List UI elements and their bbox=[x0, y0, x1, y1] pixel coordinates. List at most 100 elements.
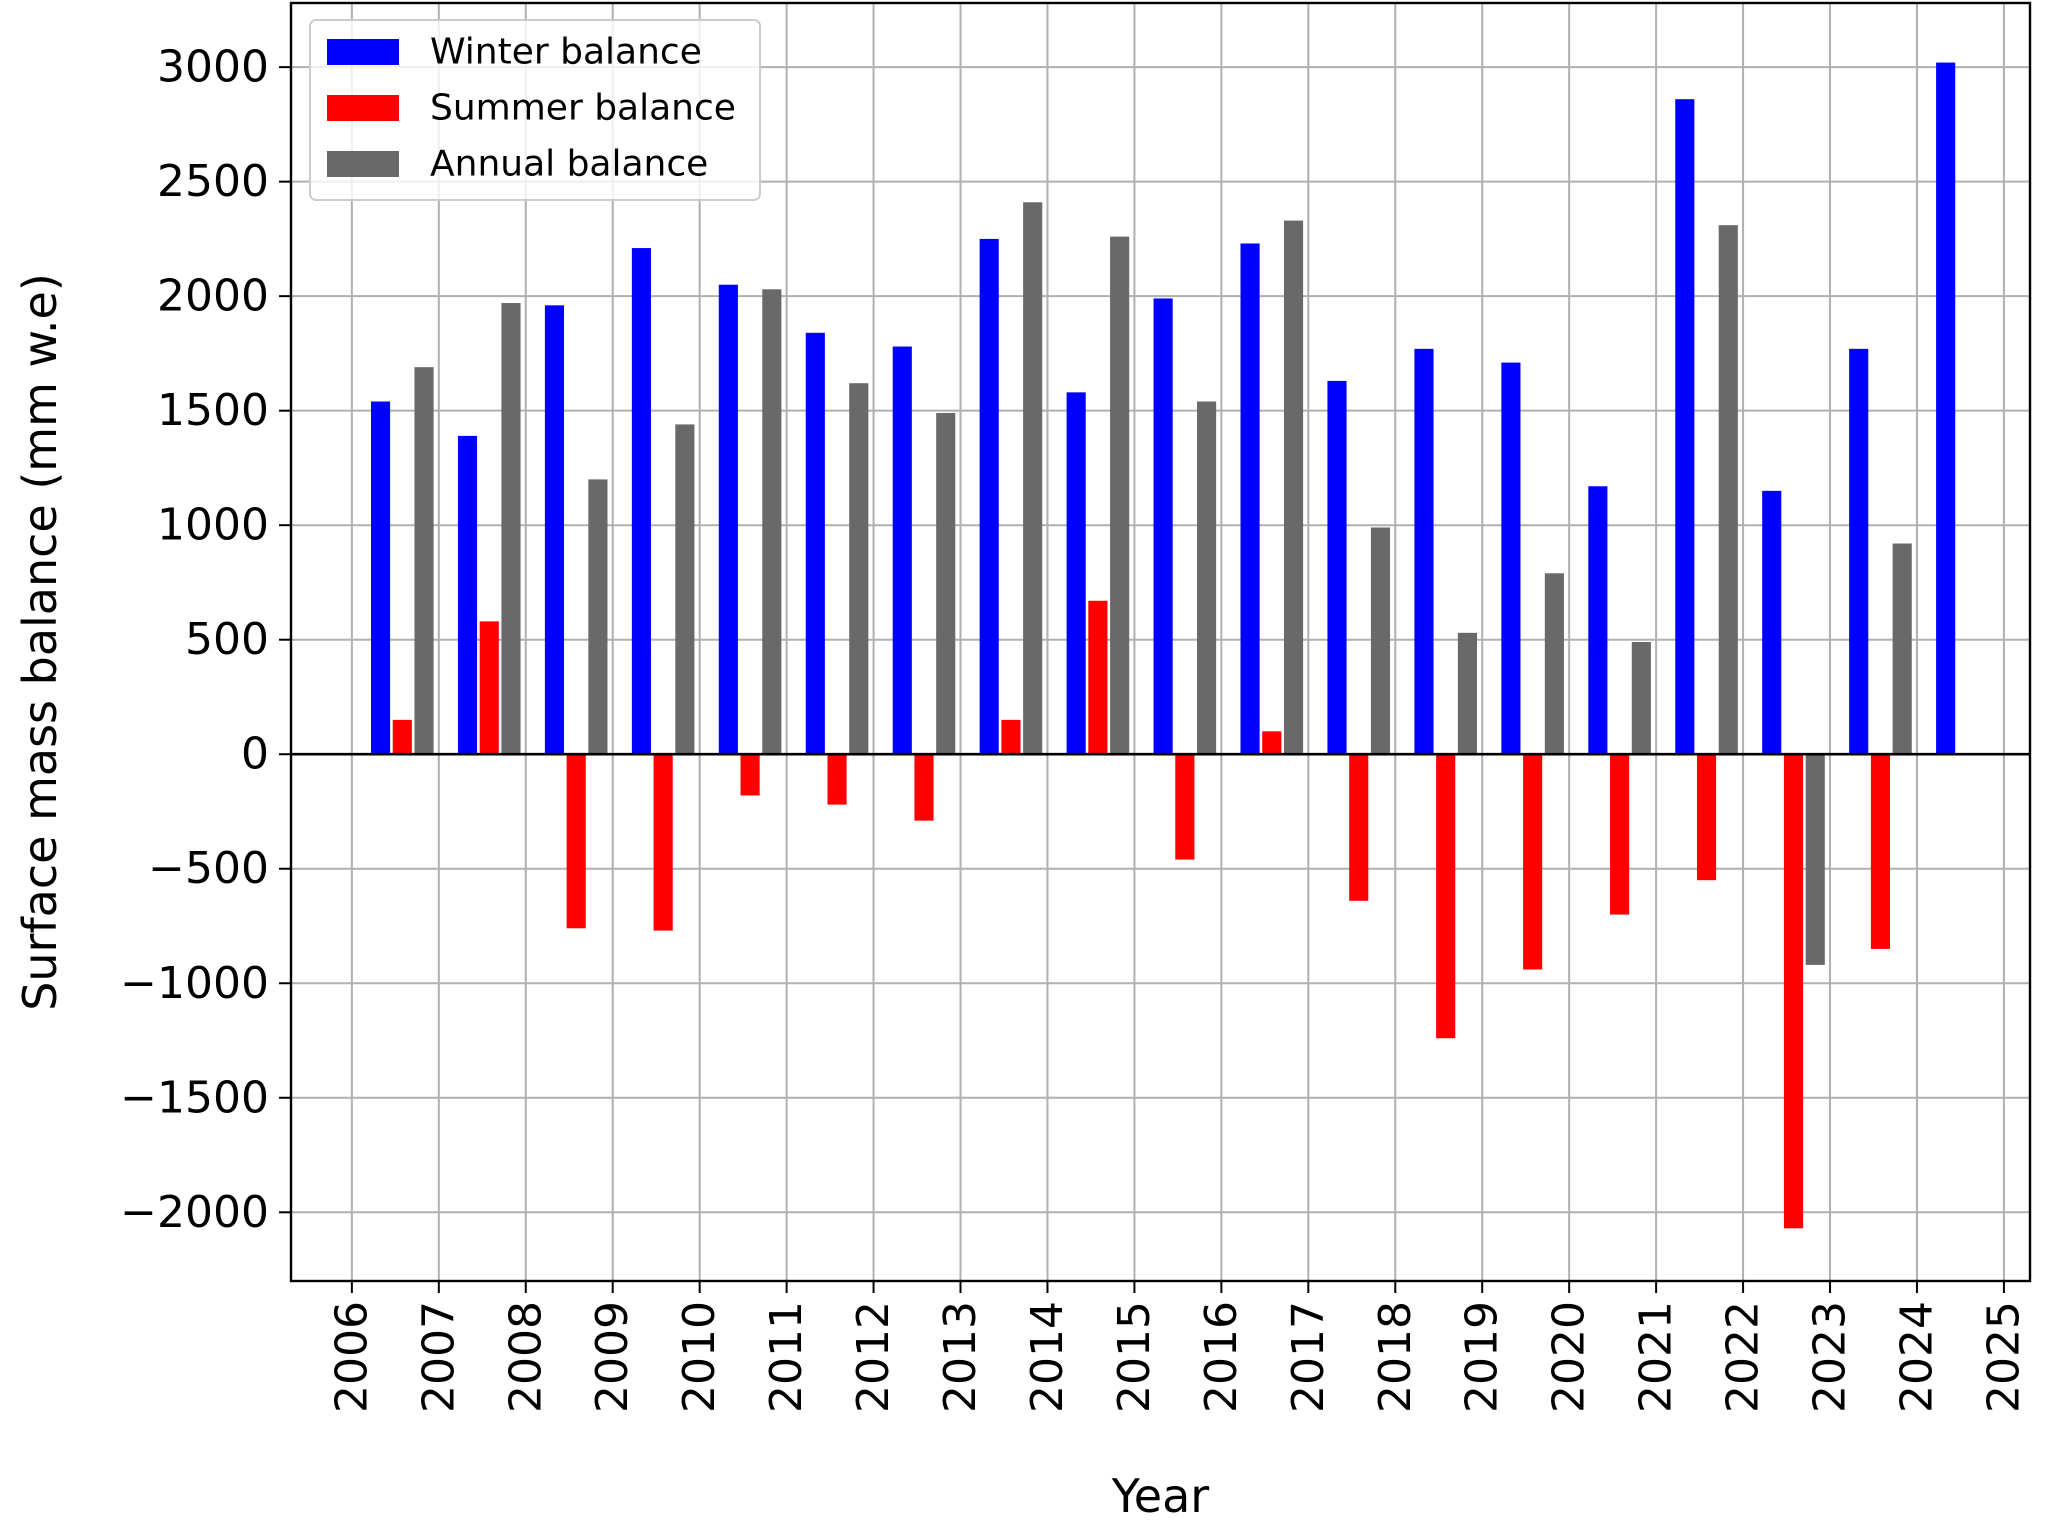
x-tick-label: 2007 bbox=[413, 1301, 464, 1413]
bar-summer bbox=[1349, 754, 1369, 901]
bar-winter bbox=[1066, 392, 1086, 755]
bar-summer bbox=[1001, 719, 1021, 755]
x-tick-label: 2017 bbox=[1283, 1301, 1334, 1413]
legend-label-winter: Winter balance bbox=[430, 32, 702, 73]
bar-winter bbox=[370, 401, 391, 755]
legend-box bbox=[309, 19, 761, 201]
bar-winter bbox=[1153, 298, 1173, 755]
bar-summer bbox=[1523, 754, 1543, 970]
bar-winter bbox=[1240, 243, 1260, 755]
y-tick-label: 3000 bbox=[157, 42, 269, 93]
y-tick-label: −1000 bbox=[120, 958, 269, 1009]
bar-winter bbox=[631, 248, 651, 755]
y-tick-label: −1500 bbox=[120, 1072, 269, 1123]
legend-swatch-winter bbox=[327, 39, 399, 65]
x-tick-label: 2024 bbox=[1891, 1301, 1942, 1413]
bar-annual bbox=[1110, 236, 1130, 755]
bar-winter bbox=[1936, 62, 1956, 755]
x-tick-label: 2023 bbox=[1805, 1301, 1856, 1413]
x-tick-label: 2025 bbox=[1978, 1301, 2029, 1413]
bar-winter bbox=[1588, 486, 1608, 755]
x-tick-label: 2008 bbox=[500, 1301, 551, 1413]
bar-summer bbox=[1696, 754, 1717, 881]
bar-winter bbox=[544, 305, 565, 755]
x-tick-label: 2014 bbox=[1022, 1301, 1073, 1413]
bar-annual bbox=[1718, 225, 1738, 755]
bar-summer bbox=[653, 754, 673, 931]
x-tick-label: 2019 bbox=[1457, 1301, 1508, 1413]
bar-winter bbox=[979, 238, 999, 755]
bar-summer bbox=[1175, 754, 1195, 860]
bar-winter bbox=[1762, 490, 1782, 755]
bar-winter bbox=[1675, 99, 1695, 755]
bar-winter bbox=[1327, 380, 1347, 755]
bar-annual bbox=[849, 383, 869, 755]
bar-annual bbox=[675, 424, 695, 755]
y-axis-title: Surface mass balance (mm w.e) bbox=[13, 273, 67, 1011]
bar-summer bbox=[1262, 731, 1282, 755]
bar-annual bbox=[1023, 202, 1043, 755]
bar-annual bbox=[1457, 632, 1477, 755]
bar-winter bbox=[805, 332, 825, 755]
y-tick-label: 2500 bbox=[157, 156, 269, 207]
y-tick-label: 1000 bbox=[157, 500, 269, 551]
x-tick-label: 2010 bbox=[674, 1301, 725, 1413]
bar-annual bbox=[1631, 642, 1651, 755]
bar-summer bbox=[1870, 754, 1891, 949]
bar-winter bbox=[892, 346, 912, 755]
bar-summer bbox=[740, 754, 760, 796]
bar-winter bbox=[1501, 362, 1521, 755]
plot-frame bbox=[289, 1, 2032, 1283]
y-tick-label: −2000 bbox=[120, 1187, 269, 1238]
x-tick-label: 2011 bbox=[761, 1301, 812, 1413]
x-tick-label: 2022 bbox=[1718, 1301, 1769, 1413]
x-tick-label: 2006 bbox=[326, 1301, 377, 1413]
bar-annual bbox=[1370, 527, 1391, 755]
bar-summer bbox=[1088, 600, 1108, 755]
bar-annual bbox=[414, 367, 434, 755]
ticks-layer: 2006 2007 2008 2009 2010 2011 2012 2013 2014 2015… bbox=[120, 42, 2029, 1413]
x-tick-label: 2015 bbox=[1109, 1301, 1160, 1413]
x-tick-label: 2018 bbox=[1370, 1301, 1421, 1413]
bar-summer bbox=[1783, 754, 1804, 1229]
bar-annual bbox=[1197, 401, 1217, 755]
y-tick-label: 0 bbox=[241, 729, 269, 780]
bar-annual bbox=[1805, 754, 1825, 965]
x-tick-label: 2016 bbox=[1196, 1301, 1247, 1413]
legend-label-summer: Summer balance bbox=[430, 88, 736, 129]
grid-layer bbox=[291, 3, 2030, 1281]
bar-summer bbox=[914, 754, 934, 821]
bar-summer bbox=[1610, 754, 1630, 915]
x-axis-title: Year bbox=[1111, 1469, 1209, 1519]
legend: Winter balance Summer balance Annual bal… bbox=[309, 19, 761, 201]
bar-annual bbox=[1283, 220, 1304, 755]
bar-annual bbox=[1544, 573, 1564, 755]
bar-summer bbox=[392, 719, 412, 755]
bar-winter bbox=[718, 284, 738, 755]
legend-swatch-annual bbox=[327, 151, 399, 177]
bar-annual bbox=[1892, 543, 1912, 755]
bar-summer bbox=[566, 754, 586, 929]
y-tick-label: 500 bbox=[185, 614, 269, 665]
y-tick-label: 2000 bbox=[157, 271, 269, 322]
bar-annual bbox=[936, 412, 956, 755]
legend-swatch-summer bbox=[327, 95, 399, 121]
bar-winter bbox=[457, 435, 478, 755]
bar-annual bbox=[501, 303, 521, 755]
bar-summer bbox=[1436, 754, 1456, 1039]
bar-annual bbox=[762, 289, 782, 755]
bar-winter bbox=[1414, 348, 1434, 755]
bar-annual bbox=[588, 479, 608, 755]
x-tick-label: 2009 bbox=[587, 1301, 638, 1413]
x-tick-label: 2013 bbox=[935, 1301, 986, 1413]
bar-summer bbox=[479, 621, 499, 755]
bar-summer bbox=[827, 754, 847, 805]
x-tick-label: 2020 bbox=[1544, 1301, 1595, 1413]
legend-label-annual: Annual balance bbox=[430, 144, 708, 185]
y-tick-label: 1500 bbox=[157, 385, 269, 436]
y-tick-label: −500 bbox=[148, 843, 269, 894]
bar-winter bbox=[1849, 348, 1869, 755]
x-tick-label: 2012 bbox=[848, 1301, 899, 1413]
